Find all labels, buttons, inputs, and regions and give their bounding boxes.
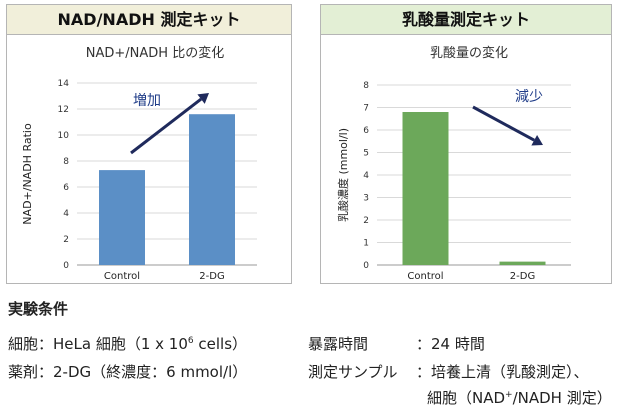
- drug-label: 薬剤：: [8, 363, 54, 381]
- exposure-label: 暴露時間: [308, 335, 369, 353]
- y-tick-label: 8: [363, 81, 369, 91]
- x-tick-label: 2-DG: [510, 271, 535, 282]
- y-tick-label: 6: [63, 183, 69, 193]
- lactate-panel: 乳酸量測定キット 乳酸量の変化 0 1 2 3 4 5 6 7 8 Control 2-DG 乳酸濃度 …: [320, 4, 612, 284]
- y-tick-label: 14: [58, 79, 70, 89]
- y-tick-label: 2: [63, 235, 69, 245]
- y-tick-label: 3: [363, 194, 369, 204]
- exposure-value: ：24 時間: [416, 335, 485, 353]
- y-tick-label: 8: [63, 157, 69, 167]
- y-tick-label: 4: [63, 209, 69, 219]
- sample-value-2-sup: +: [505, 390, 513, 400]
- sample-label: 測定サンプル: [308, 363, 398, 381]
- y-tick-label: 7: [363, 104, 369, 114]
- cells-row: 細胞：HeLa 細胞（1 x 106 cells）: [8, 333, 247, 354]
- bar-2-dg: [499, 261, 546, 265]
- conditions-title: 実験条件: [8, 300, 69, 318]
- cells-exponent: 6: [187, 336, 194, 346]
- trend-annotation: 減少: [515, 88, 543, 105]
- x-tick-label: Control: [407, 271, 443, 282]
- y-tick-label: 5: [363, 149, 369, 159]
- y-tick-label: 4: [363, 171, 369, 181]
- bar-control: [402, 112, 449, 265]
- trend-arrow-line: [130, 97, 202, 155]
- cells-value: HeLa 細胞（1 x 10: [53, 335, 188, 353]
- trend-arrow-head: [531, 134, 543, 146]
- y-axis-label: NAD+/NADH Ratio: [21, 123, 34, 225]
- y-tick-label: 2: [363, 216, 369, 226]
- nad-ratio-chart: NAD+/NADH 比の変化 0 2 4 6 8 10 12 14 Control 2-DG NAD+…: [21, 45, 257, 282]
- y-tick-label: 10: [58, 131, 70, 141]
- sample-value-2-post: /NADH 測定）: [512, 389, 612, 407]
- y-tick-label: 0: [63, 261, 69, 271]
- y-tick-label: 1: [363, 239, 369, 249]
- drug-value: 2-DG（終濃度：6 mmol/l）: [53, 363, 248, 381]
- sample-row: 測定サンプル ：培養上清（乳酸測定）、: [308, 361, 589, 382]
- sample-value-1: ：培養上清（乳酸測定）、: [416, 363, 589, 381]
- exposure-row: 暴露時間 ：24 時間: [308, 333, 485, 354]
- nad-panel: NAD/NADH 測定キット NAD+/NADH 比の変化 0 2 4 6 8 10 12 14…: [6, 4, 292, 284]
- y-axis-label: 乳酸濃度 (mmol/l): [336, 128, 350, 222]
- nad-panel-header: NAD/NADH 測定キット: [7, 5, 291, 35]
- cells-label: 細胞：: [8, 335, 54, 353]
- bar-2-dg: [189, 114, 235, 265]
- lactate-panel-header: 乳酸量測定キット: [321, 5, 611, 35]
- sample-row-2: 細胞（NAD+/NADH 測定）: [427, 387, 612, 408]
- bar-control: [99, 170, 145, 265]
- sample-value-2-pre: 細胞（NAD: [427, 389, 506, 407]
- trend-arrow-head: [197, 93, 209, 104]
- y-tick-label: 12: [58, 105, 69, 115]
- y-tick-label: 6: [363, 126, 369, 136]
- x-tick-label: Control: [104, 271, 140, 282]
- y-tick-label: 0: [363, 261, 369, 271]
- chart-title: 乳酸量の変化: [430, 45, 508, 61]
- x-tick-label: 2-DG: [199, 271, 224, 282]
- chart-title: NAD+/NADH 比の変化: [86, 45, 224, 61]
- lactate-chart: 乳酸量の変化 0 1 2 3 4 5 6 7 8 Control 2-DG 乳酸濃度 (mmol/l) 減…: [336, 45, 571, 282]
- drug-row: 薬剤：2-DG（終濃度：6 mmol/l）: [8, 361, 247, 382]
- trend-annotation: 増加: [133, 93, 161, 109]
- trend-arrow-line: [472, 105, 535, 142]
- cells-tail: cells）: [193, 335, 248, 353]
